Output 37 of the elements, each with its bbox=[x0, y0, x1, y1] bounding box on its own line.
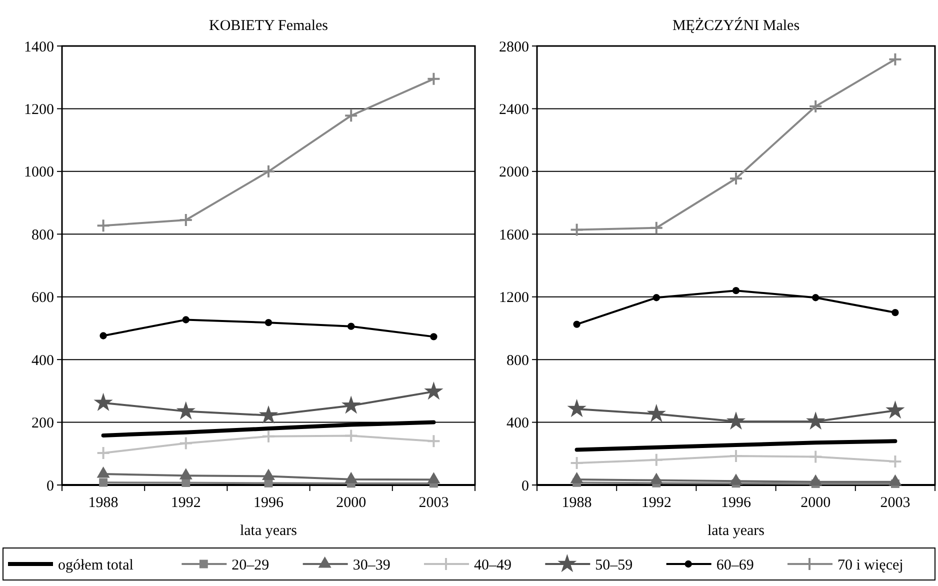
y-tick-label: 0 bbox=[522, 478, 529, 494]
x-tick-label: 1996 bbox=[721, 495, 752, 511]
y-tick-label: 1200 bbox=[499, 290, 529, 306]
legend-label: 20–29 bbox=[232, 557, 270, 574]
y-tick-label: 800 bbox=[506, 352, 529, 369]
y-tick-label: 2400 bbox=[499, 102, 529, 118]
x-tick-label: 2000 bbox=[800, 495, 831, 511]
legend-label: 30–39 bbox=[352, 557, 390, 574]
legend-label: 50–59 bbox=[595, 557, 633, 574]
x-tick-label: 2003 bbox=[418, 495, 449, 511]
x-tick-label: 1992 bbox=[170, 495, 201, 511]
chart-title: KOBIETY Females bbox=[208, 18, 328, 34]
x-axis-title: lata years bbox=[707, 523, 765, 539]
x-tick-label: 2003 bbox=[880, 495, 910, 511]
legend-label: ogółem total bbox=[58, 557, 134, 574]
legend-label: 60–69 bbox=[716, 557, 754, 574]
chart-title: MĘŻCZYŹNI Males bbox=[672, 17, 800, 34]
x-tick-label: 2000 bbox=[336, 495, 366, 511]
x-axis-title: lata years bbox=[240, 523, 298, 539]
y-tick-label: 1200 bbox=[24, 102, 54, 118]
y-tick-label: 1400 bbox=[24, 39, 54, 56]
y-tick-label: 1600 bbox=[499, 227, 529, 244]
y-tick-label: 800 bbox=[32, 227, 54, 244]
y-tick-label: 600 bbox=[32, 290, 54, 306]
y-tick-label: 2000 bbox=[499, 164, 529, 181]
y-tick-label: 400 bbox=[32, 352, 54, 369]
x-tick-label: 1988 bbox=[88, 495, 118, 511]
x-tick-label: 1988 bbox=[562, 495, 592, 511]
y-tick-label: 400 bbox=[506, 416, 529, 432]
y-tick-label: 2800 bbox=[499, 39, 529, 56]
y-tick-label: 0 bbox=[46, 478, 54, 494]
y-tick-label: 200 bbox=[32, 416, 54, 432]
legend-label: 70 i więcej bbox=[838, 557, 904, 574]
y-tick-label: 1000 bbox=[24, 164, 54, 181]
x-tick-label: 1996 bbox=[254, 495, 284, 511]
x-tick-label: 1992 bbox=[641, 495, 672, 511]
legend-label: 40–49 bbox=[474, 557, 512, 574]
